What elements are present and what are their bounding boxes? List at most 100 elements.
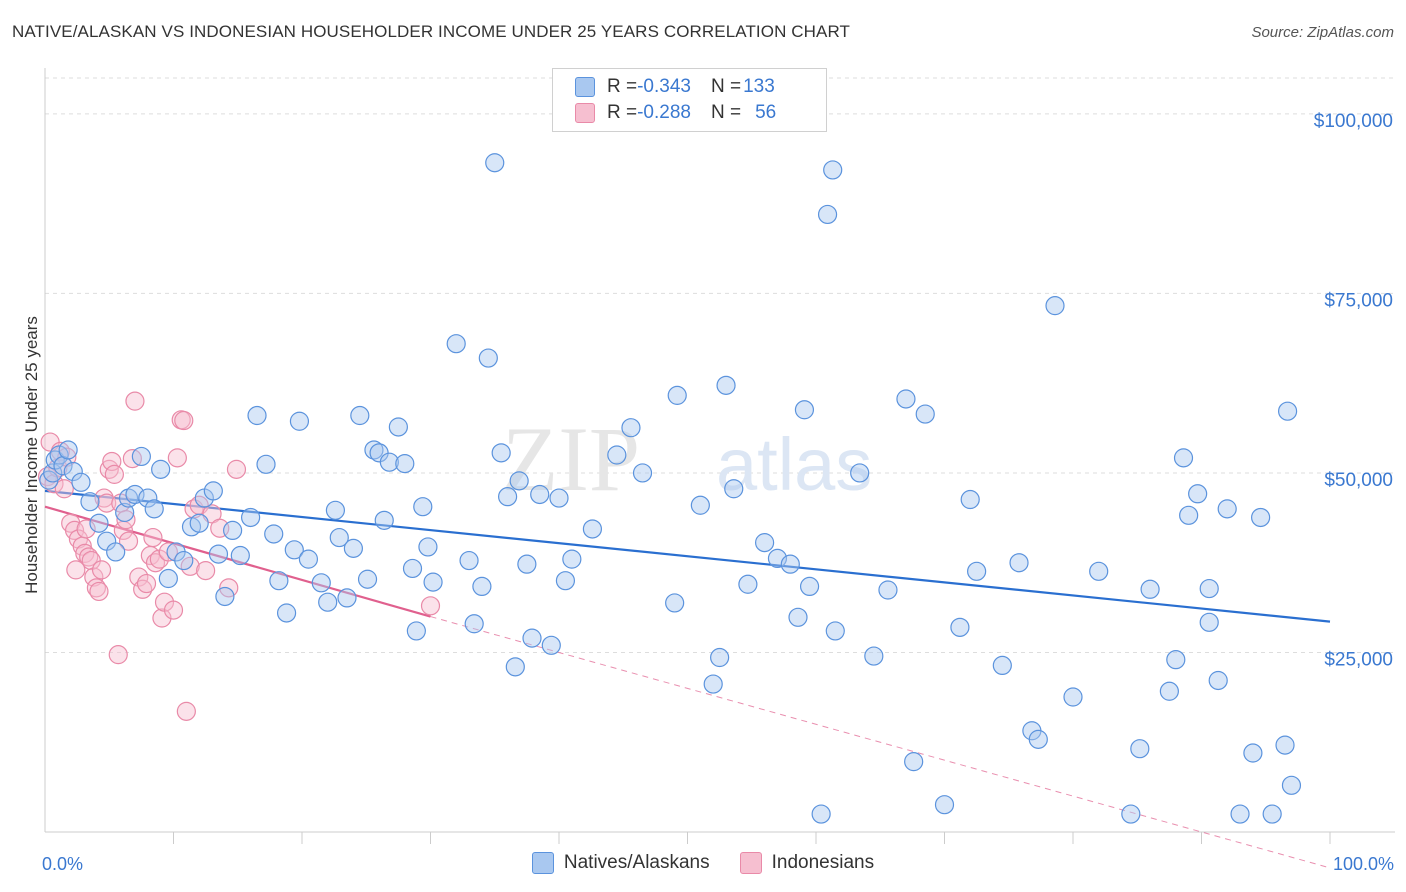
legend-r-value: -0.343 (637, 76, 691, 97)
natives-point (350, 405, 370, 426)
natives-point (754, 533, 775, 553)
natives-point (71, 472, 91, 492)
natives-point (138, 488, 158, 508)
natives-point (811, 804, 831, 824)
natives-point (284, 540, 304, 560)
natives-point (562, 549, 582, 569)
natives-point (632, 463, 653, 483)
natives-point (967, 561, 987, 581)
y-axis-label: Householder Income Under 25 years (22, 316, 41, 594)
natives-point (621, 418, 641, 438)
natives-point (1009, 553, 1029, 573)
natives-point (388, 417, 408, 437)
natives-point (582, 519, 603, 539)
natives-point (1173, 448, 1194, 468)
natives-point (823, 160, 843, 180)
natives-point (485, 153, 505, 173)
natives-point (934, 795, 955, 815)
indonesians-point (152, 608, 172, 628)
indonesians-point (176, 701, 196, 721)
natives-point (311, 573, 331, 593)
natives-point (716, 375, 736, 395)
natives-point (329, 527, 349, 548)
natives-point (960, 489, 980, 510)
indonesians-point (86, 578, 107, 598)
natives-point (509, 471, 529, 491)
natives-point (418, 537, 438, 557)
watermark-zip: ZIP (502, 408, 640, 510)
natives-point (343, 538, 363, 558)
natives-point (505, 657, 525, 677)
legend-item-indonesians: Indonesians (739, 852, 875, 874)
natives-point (896, 389, 916, 409)
natives-point (710, 647, 730, 668)
natives-point (49, 445, 69, 465)
natives-point (289, 411, 310, 431)
indonesians-point (158, 542, 178, 562)
natives-point (241, 507, 261, 528)
natives-point (1217, 499, 1237, 519)
natives-point (690, 495, 710, 515)
chart-title: NATIVE/ALASKAN VS INDONESIAN HOUSEHOLDER… (12, 22, 851, 41)
axis-labels: $25,000 $50,000 $75,000 $100,000 0.0% 100.0% H… (22, 111, 1394, 874)
natives-point (464, 614, 484, 634)
natives-point (665, 593, 685, 613)
natives-point (1179, 505, 1199, 525)
y-tick-label: $100,000 (1314, 111, 1393, 132)
natives-point (80, 492, 100, 512)
natives-point (1230, 804, 1250, 824)
natives-point (318, 592, 338, 612)
natives-point (406, 621, 426, 641)
indonesians-points (37, 391, 441, 721)
natives-point (541, 635, 561, 655)
indonesians-point (116, 510, 136, 530)
grid-lines (45, 77, 1395, 653)
natives-point (1159, 681, 1179, 701)
natives-point (174, 550, 194, 571)
natives-point (738, 574, 758, 594)
legend-swatch-indonesians (739, 852, 762, 874)
natives-point (530, 484, 550, 505)
legend-label-indonesians: Indonesians (771, 852, 875, 873)
natives-point (472, 576, 492, 597)
indonesians-point (97, 493, 117, 513)
natives-point (230, 545, 250, 566)
natives-point (144, 499, 164, 519)
natives-point (131, 446, 151, 467)
natives-point (780, 554, 800, 574)
natives-point (298, 549, 319, 569)
natives-point (215, 586, 235, 607)
natives-point (799, 576, 820, 597)
y-tick-label: $50,000 (1324, 470, 1393, 491)
natives-trend-line (44, 489, 1331, 623)
natives-point (825, 621, 845, 641)
natives-point (1262, 804, 1282, 824)
natives-point (992, 655, 1012, 676)
natives-point (402, 558, 423, 579)
natives-point (63, 461, 83, 482)
natives-point (915, 404, 935, 424)
natives-point (118, 488, 139, 508)
natives-point (1089, 561, 1109, 581)
natives-point (788, 607, 808, 627)
natives-point (1045, 296, 1065, 316)
stats-legend: R = -0.343 N = 133 R = -0.288 N = 56 (552, 68, 827, 132)
legend-n-label: N = (710, 102, 742, 123)
natives-point (607, 445, 627, 465)
indonesians-trend-line (44, 505, 431, 618)
series-legend: Natives/Alaskans Indonesians (0, 852, 1406, 874)
natives-points (39, 153, 1302, 824)
indonesians-point (75, 543, 95, 563)
natives-point (256, 454, 276, 474)
natives-point (203, 481, 223, 501)
natives-point (850, 463, 870, 483)
indonesians-point (143, 527, 163, 548)
natives-point (106, 542, 126, 562)
natives-point (357, 569, 378, 589)
legend-swatch-natives (575, 77, 595, 97)
indonesians-point (54, 479, 74, 499)
indonesians-point (226, 459, 247, 479)
indonesians-point (196, 561, 216, 581)
natives-point (374, 510, 394, 530)
